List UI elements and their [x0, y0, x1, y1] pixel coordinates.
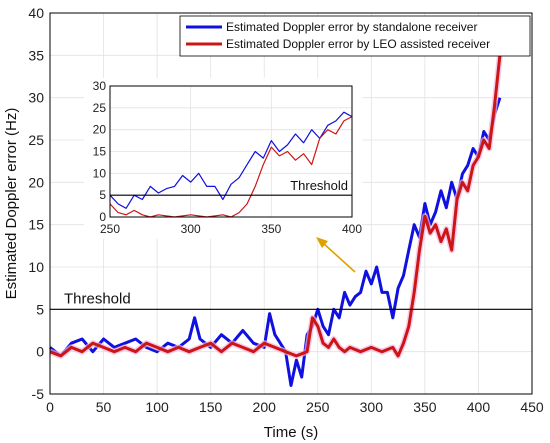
legend: Estimated Doppler error by standalone re…	[179, 15, 531, 57]
x-tick-label: 300	[360, 399, 384, 415]
main-axes-frame	[49, 12, 533, 395]
inset-tick-labels: 250 300 350 400 0 5 10 15 20 25 30	[93, 79, 363, 236]
inset-y-tick-label: 5	[99, 188, 106, 202]
series-line-standalone	[49, 97, 502, 387]
x-tick-label: 0	[46, 399, 54, 415]
x-tick-label: 200	[253, 399, 277, 415]
y-tick-label: 35	[28, 47, 44, 63]
zoom-arrow-head	[316, 237, 328, 248]
legend-box	[179, 15, 531, 57]
y-tick-label: 20	[28, 174, 44, 190]
x-tick-label: 150	[199, 399, 223, 415]
x-axis-label: Time (s)	[264, 424, 318, 441]
inset-y-tick-label: 25	[93, 101, 107, 115]
inset-x-tick-label: 400	[342, 222, 362, 236]
y-tick-label: 25	[28, 132, 44, 148]
x-tick-label: 250	[306, 399, 330, 415]
zoom-arrow-shaft	[322, 242, 356, 273]
inset-zoom-chart: Threshold 250 300 350 400 0 5 10 15 20 25 30	[84, 78, 362, 239]
inset-threshold-label: Threshold	[290, 178, 348, 193]
y-tick-label: 10	[28, 259, 44, 275]
y-tick-label: 5	[36, 301, 44, 317]
x-tick-label: 50	[96, 399, 112, 415]
inset-x-tick-label: 300	[181, 222, 201, 236]
main-tick-labels: 0 50 100 150 200 250 300 350 400 450-505101520253…	[28, 5, 543, 415]
x-tick-label: 450	[520, 399, 544, 415]
inset-y-tick-label: 20	[93, 123, 107, 137]
inset-x-tick-label: 350	[261, 222, 281, 236]
inset-y-tick-label: 0	[99, 210, 106, 224]
y-tick-label: 15	[28, 217, 44, 233]
y-axis-label: Estimated Doppler error (Hz)	[3, 108, 20, 300]
series-line-leo-assisted	[49, 55, 502, 358]
inset-y-tick-label: 10	[93, 166, 107, 180]
inset-series-line-leo-assisted	[109, 116, 353, 218]
x-tick-label: 400	[467, 399, 491, 415]
inset-x-tick-label: 250	[100, 222, 120, 236]
threshold-label: Threshold	[64, 290, 131, 307]
inset-axes-frame	[109, 85, 353, 218]
y-tick-label: 30	[28, 90, 44, 106]
y-tick-label: -5	[32, 386, 45, 402]
inset-y-tick-label: 15	[93, 145, 107, 159]
inset-series-line-standalone	[109, 111, 353, 209]
legend-label-standalone: Estimated Doppler error by standalone re…	[226, 20, 477, 34]
x-tick-label: 350	[413, 399, 437, 415]
y-tick-label: 40	[28, 5, 44, 21]
legend-label-leo-assisted: Estimated Doppler error by LEO assisted …	[226, 37, 490, 51]
threshold-group: Threshold	[50, 290, 532, 310]
inset-y-tick-label: 30	[93, 79, 107, 93]
x-tick-label: 100	[145, 399, 169, 415]
main-series-group	[48, 54, 503, 387]
zoom-arrow-icon	[316, 237, 356, 273]
y-tick-label: 0	[36, 344, 44, 360]
inset-series-group	[109, 111, 353, 218]
